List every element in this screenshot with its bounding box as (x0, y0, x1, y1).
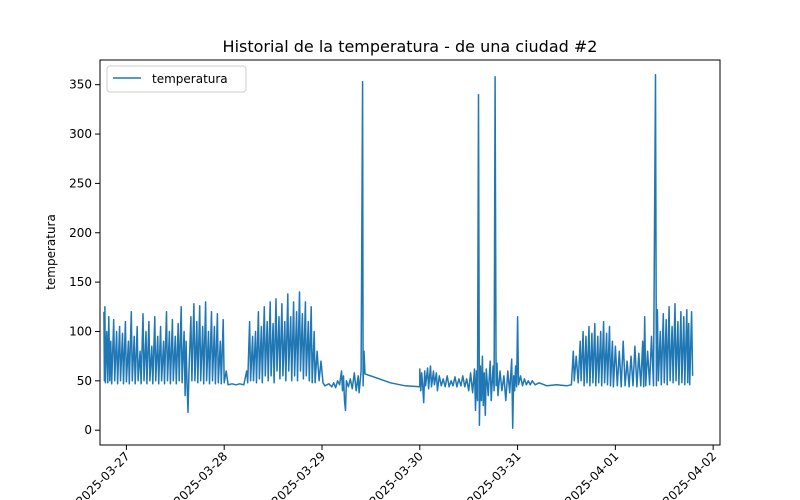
y-axis-label: temperatura (44, 214, 58, 290)
x-tick-label: 2025-03-31 (464, 449, 523, 500)
y-axis: 0 50 100 150 200 250 300 350 (69, 78, 100, 438)
y-tick-label: 50 (77, 374, 92, 388)
y-tick-label: 350 (69, 78, 92, 92)
y-tick-label: 300 (69, 127, 92, 141)
y-tick-label: 250 (69, 176, 92, 190)
legend-entry-temperatura: temperatura (152, 72, 228, 86)
series-line-temperatura (104, 75, 693, 428)
x-tick-label: 2025-03-29 (269, 449, 328, 500)
series-layer (104, 75, 693, 428)
legend: temperatura (107, 66, 246, 92)
y-tick-label: 0 (84, 423, 92, 437)
y-tick-label: 200 (69, 226, 92, 240)
x-tick-label: 2025-04-02 (660, 449, 719, 500)
x-axis: 2025-03-27 2025-03-28 2025-03-29 2025-03-30… (73, 445, 719, 500)
chart-title: Historial de la temperatura - de una ciu… (223, 37, 598, 56)
x-tick-label: 2025-03-30 (367, 449, 426, 500)
x-tick-label: 2025-03-27 (73, 449, 132, 500)
y-tick-label: 100 (69, 324, 92, 338)
x-tick-label: 2025-03-28 (171, 449, 230, 500)
plot-area-frame (100, 60, 720, 445)
y-tick-label: 150 (69, 275, 92, 289)
x-tick-label: 2025-04-01 (562, 449, 621, 500)
